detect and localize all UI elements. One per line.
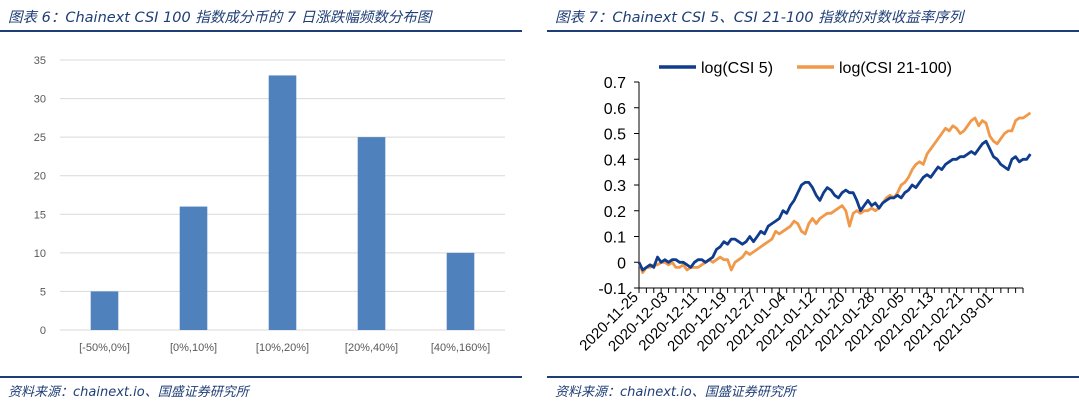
bar — [268, 75, 297, 330]
x-tick-label: [0%,10%] — [170, 342, 217, 354]
y-tick-label: 0 — [617, 255, 626, 272]
series-line-csi5 — [637, 139, 1032, 272]
y-tick-label: 30 — [34, 94, 46, 106]
series-line-csi21-100 — [637, 111, 1032, 275]
bar — [446, 252, 475, 330]
line-chart: -0.100.10.20.30.40.50.60.72020-11-252020… — [576, 60, 1032, 355]
y-tick-label: 0.4 — [604, 152, 626, 169]
right-panel: 图表 7：Chainext CSI 5、CSI 21-100 指数的对数收益率序… — [547, 0, 1079, 407]
y-tick-label: 0.1 — [604, 230, 626, 247]
x-tick-label: [10%,20%] — [256, 342, 309, 354]
bar — [357, 137, 386, 330]
right-source-rule — [547, 376, 1079, 378]
right-source-note: 资料来源：chainext.io、国盛证券研究所 — [555, 385, 796, 400]
x-tick-label: [-50%,0%] — [79, 342, 130, 354]
left-source-note: 资料来源：chainext.io、国盛证券研究所 — [8, 385, 249, 400]
bar — [179, 206, 208, 330]
y-tick-label: 0.7 — [604, 75, 626, 92]
y-tick-label: 5 — [40, 286, 46, 298]
y-tick-label: 25 — [34, 132, 46, 144]
y-tick-label: 0.2 — [604, 204, 626, 221]
x-tick-label: [40%,160%] — [431, 342, 490, 354]
left-source-rule — [0, 376, 522, 378]
right-chart-title: 图表 7：Chainext CSI 5、CSI 21-100 指数的对数收益率序… — [555, 10, 964, 26]
y-tick-label: 10 — [34, 248, 46, 260]
y-tick-label: 0.5 — [604, 127, 626, 144]
bar-chart: 0 5 10 15 20 25 30 35 [-50%,0%] [0%,10%] [10%,20%]… — [34, 55, 505, 354]
right-title-rule — [547, 30, 1079, 32]
x-tick-label: [20%,40%] — [345, 342, 398, 354]
left-title-rule — [0, 30, 522, 32]
y-tick-label: 20 — [34, 171, 46, 183]
y-tick-label: 0.3 — [604, 178, 626, 195]
bar — [90, 291, 119, 330]
legend-label: log(CSI 5) — [701, 60, 773, 77]
y-tick-label: 0 — [40, 325, 46, 337]
y-tick-label: 15 — [34, 209, 46, 221]
legend-label: log(CSI 21-100) — [839, 60, 952, 77]
left-chart-title: 图表 6：Chainext CSI 100 指数成分币的 7 日涨跌幅频数分布图 — [8, 10, 432, 26]
y-tick-label: -0.1 — [598, 281, 626, 298]
y-tick-label: 35 — [34, 55, 46, 67]
left-panel: 图表 6：Chainext CSI 100 指数成分币的 7 日涨跌幅频数分布图… — [0, 0, 522, 407]
y-tick-label: 0.6 — [604, 101, 626, 118]
